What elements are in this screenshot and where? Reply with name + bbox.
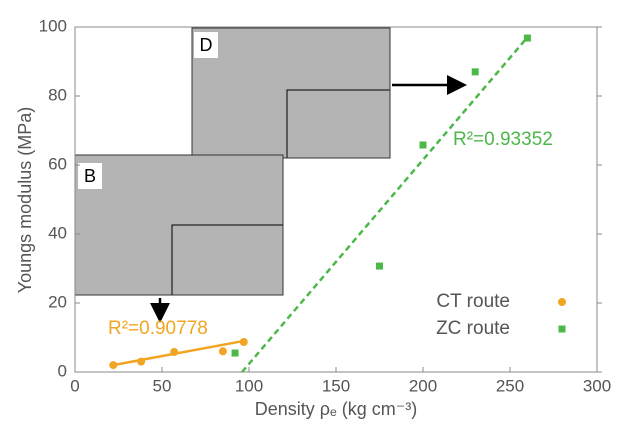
y-tick-label: 0 [58,361,67,380]
legend-label: CT route [436,291,510,312]
point [376,262,383,270]
x-tick-label: 250 [496,376,524,395]
point [137,357,146,366]
x-tick-label: 100 [235,376,263,395]
point [170,347,179,356]
y-tick-label: 40 [48,223,67,242]
point [523,34,531,42]
x-tick-label: 150 [322,376,350,395]
point [218,347,227,356]
y-tick-label: 80 [48,85,67,104]
inset-b: B [74,154,284,323]
legend-marker [558,298,566,306]
inset-label: B [84,166,96,186]
inset-label: D [200,35,213,55]
x-axis-label: Density ρₑ (kg cm⁻³) [255,399,417,419]
x-tick-label: 300 [583,376,611,395]
fit-line [113,339,245,367]
x-tick-label: 50 [153,376,172,395]
legend-label: ZC route [436,318,510,339]
fit-line [241,36,529,373]
legend-marker [558,325,566,333]
fit-annotation: R²=0.93352 [453,129,553,150]
point [239,337,248,346]
y-axis-label: Youngs modulus (MPa) [15,107,35,293]
point [231,349,239,357]
point [109,361,118,370]
fit-annotation: R²=0.90778 [108,318,208,339]
y-tick-label: 60 [48,154,67,173]
x-tick-label: 0 [70,376,79,395]
point [471,68,479,76]
x-tick-label: 200 [409,376,437,395]
point [419,141,427,149]
y-tick-label: 100 [39,16,67,35]
y-tick-label: 20 [48,292,67,311]
inset-d: D [191,27,467,159]
